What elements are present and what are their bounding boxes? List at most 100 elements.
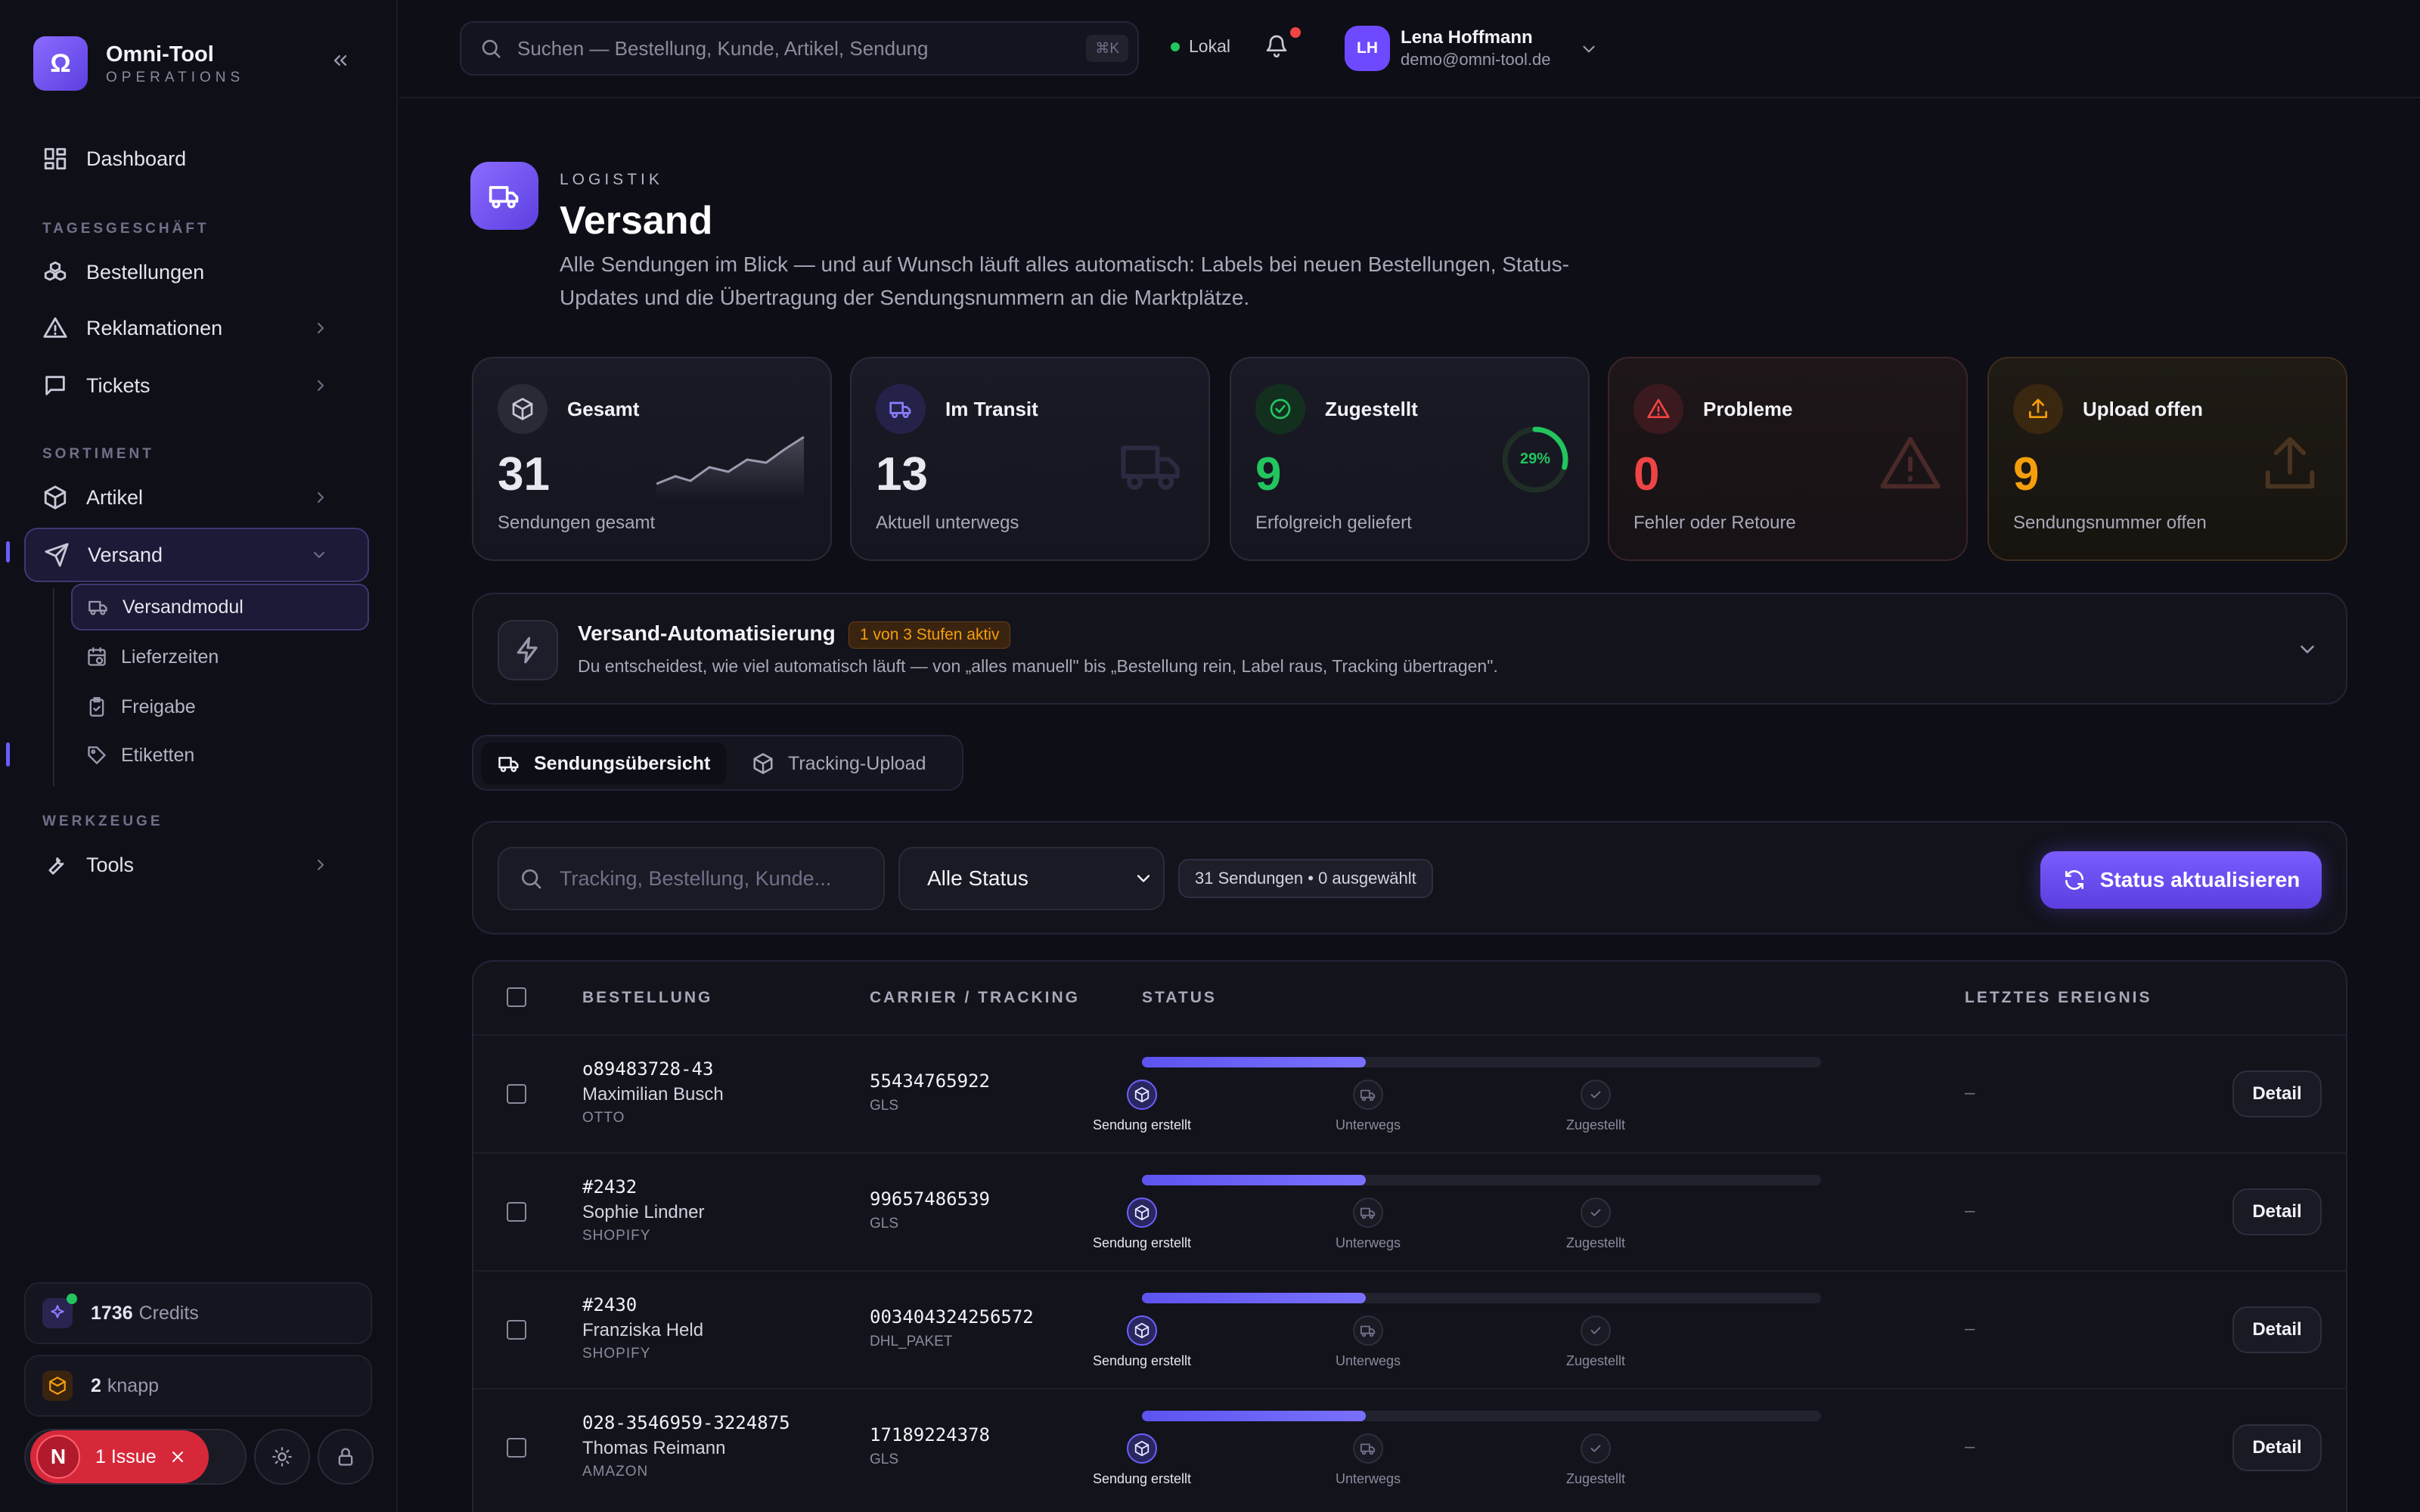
sidebar-item-label: Tools — [86, 853, 135, 876]
close-icon[interactable] — [169, 1448, 187, 1466]
app-logo[interactable]: Ω — [33, 36, 88, 91]
app-subtitle: OPERATIONS — [106, 70, 245, 85]
credits-label: Credits — [138, 1302, 199, 1324]
environment-label: Lokal — [1189, 36, 1230, 56]
issue-badge[interactable]: N 1 Issue — [30, 1430, 209, 1483]
lock-button[interactable] — [318, 1429, 374, 1485]
row-checkbox[interactable] — [507, 1438, 526, 1458]
select-all-checkbox[interactable] — [507, 987, 526, 1007]
step-label: Unterwegs — [1335, 1471, 1401, 1486]
stat-label: Probleme — [1703, 398, 1793, 420]
dashboard-icon — [44, 147, 67, 170]
step-label: Unterwegs — [1335, 1117, 1401, 1132]
collapse-sidebar-icon[interactable] — [330, 50, 351, 71]
detail-button[interactable]: Detail — [2232, 1306, 2322, 1353]
chevron-down-icon — [1583, 45, 1595, 53]
table-row[interactable]: 028-3546959-3224875 Thomas Reimann AMAZO… — [473, 1388, 2346, 1506]
chevron-right-icon — [318, 323, 324, 333]
user-menu-chevron[interactable] — [1579, 39, 1599, 59]
stat-card-transit[interactable]: Im Transit 13 Aktuell unterwegs — [850, 357, 1210, 561]
section-label-assortment: SORTIMENT — [42, 446, 154, 462]
truck-icon — [489, 186, 519, 209]
status-progress-track — [1142, 1293, 1821, 1303]
credits-card[interactable]: 1736 Credits — [24, 1282, 372, 1344]
sidebar-item-dashboard[interactable]: Dashboard — [24, 132, 369, 186]
row-checkbox[interactable] — [507, 1084, 526, 1104]
sidebar-item-label: Tickets — [86, 373, 150, 397]
order-number: o89483728-43 — [582, 1058, 714, 1080]
customer-name: Sophie Lindner — [582, 1202, 705, 1222]
status-select[interactable]: Alle Status — [898, 847, 1165, 910]
step-label: Unterwegs — [1335, 1235, 1401, 1250]
status-progress-fill — [1142, 1411, 1367, 1421]
refresh-label: Status aktualisieren — [2099, 868, 2301, 891]
step-label: Zugestellt — [1565, 1235, 1626, 1250]
detail-button[interactable]: Detail — [2232, 1424, 2322, 1471]
tag-icon — [88, 746, 106, 764]
sidebar-subitem-versandmodul[interactable]: Versandmodul — [71, 584, 369, 631]
stat-card-problems[interactable]: Probleme 0 Fehler oder Retoure — [1608, 357, 1968, 561]
bell-icon — [1266, 35, 1287, 57]
sidebar-item-shipping[interactable]: Versand — [24, 528, 369, 582]
chevron-down-icon[interactable] — [2296, 638, 2319, 661]
stat-card-delivered[interactable]: Zugestellt 9 Erfolgreich geliefert 29% — [1230, 357, 1590, 561]
sidebar-item-label: Reklamationen — [86, 316, 223, 339]
table-row[interactable]: o89483728-43 Maximilian Busch OTTO 55434… — [473, 1034, 2346, 1152]
notifications-button[interactable] — [1264, 33, 1289, 57]
tab-sendungsuebersicht[interactable]: Sendungsübersicht — [481, 742, 728, 785]
page-description: Alle Sendungen im Blick — und auf Wunsch… — [560, 253, 1569, 309]
row-checkbox[interactable] — [507, 1320, 526, 1340]
tracking-number[interactable]: 003404324256572 — [870, 1306, 1034, 1328]
sidebar-item-articles[interactable]: Artikel — [24, 470, 369, 525]
step-label: Sendung erstellt — [1092, 1471, 1192, 1486]
user-name[interactable]: Lena Hoffmann — [1401, 27, 1533, 48]
sidebar-item-tickets[interactable]: Tickets — [24, 358, 369, 413]
active-indicator — [6, 541, 10, 562]
sidebar-subitem-freigabe[interactable]: Freigabe — [71, 683, 369, 730]
table-row[interactable]: #2432 Sophie Lindner SHOPIFY 99657486539… — [473, 1152, 2346, 1270]
carrier-name: GLS — [870, 1216, 899, 1232]
page-eyebrow: LOGISTIK — [560, 171, 663, 188]
stat-value: 9 — [2013, 448, 2040, 500]
row-checkbox[interactable] — [507, 1202, 526, 1222]
table-row[interactable]: #2430 Franziska Held SHOPIFY 00340432425… — [473, 1270, 2346, 1388]
page-title: Versand — [560, 199, 713, 243]
stat-subtitle: Aktuell unterwegs — [876, 513, 1019, 533]
sidebar-subitem-lieferzeiten[interactable]: Lieferzeiten — [71, 634, 369, 680]
user-avatar[interactable]: LH — [1345, 26, 1390, 71]
status-dot — [1171, 42, 1180, 51]
sidebar-item-complaints[interactable]: Reklamationen — [24, 301, 369, 355]
sidebar-item-orders[interactable]: Bestellungen — [24, 245, 369, 299]
top-bar: Suchen — Bestellung, Kunde, Artikel, Sen… — [399, 0, 2420, 98]
stat-value: 0 — [1634, 448, 1660, 500]
shop-name: SHOPIFY — [582, 1346, 651, 1362]
last-event: – — [1965, 1083, 1975, 1103]
shop-name: SHOPIFY — [582, 1228, 651, 1244]
shipment-search-input[interactable]: Tracking, Bestellung, Kunde... — [498, 847, 885, 910]
tracking-number[interactable]: 55434765922 — [870, 1070, 990, 1092]
customer-name: Thomas Reimann — [582, 1438, 726, 1458]
step-in-transit: Unterwegs — [1255, 1198, 1481, 1251]
sun-icon — [272, 1447, 292, 1467]
sparkles-icon — [42, 1294, 77, 1328]
knapp-card[interactable]: 2 knapp — [24, 1355, 372, 1417]
carrier-name: GLS — [870, 1452, 899, 1467]
tab-tracking-upload[interactable]: Tracking-Upload — [735, 742, 942, 785]
send-icon — [45, 543, 69, 567]
truck-icon — [876, 384, 926, 434]
detail-button[interactable]: Detail — [2232, 1188, 2322, 1235]
tracking-number[interactable]: 17189224378 — [870, 1424, 990, 1445]
step-label: Zugestellt — [1565, 1117, 1626, 1132]
detail-button[interactable]: Detail — [2232, 1070, 2322, 1117]
refresh-status-button[interactable]: Status aktualisieren — [2040, 851, 2322, 909]
stat-card-upload[interactable]: Upload offen 9 Sendungsnummer offen — [1987, 357, 2347, 561]
stat-card-total[interactable]: Gesamt 31 Sendungen gesamt — [472, 357, 832, 561]
tracking-number[interactable]: 99657486539 — [870, 1188, 990, 1210]
automation-panel[interactable]: Versand-Automatisierung 1 von 3 Stufen a… — [472, 593, 2347, 705]
knapp-label: knapp — [107, 1374, 160, 1396]
global-search-input[interactable]: Suchen — Bestellung, Kunde, Artikel, Sen… — [460, 21, 1139, 76]
section-label-tools: WERKZEUGE — [42, 813, 163, 829]
theme-toggle-button[interactable] — [254, 1429, 310, 1485]
sidebar-subitem-etiketten[interactable]: Etiketten — [71, 732, 369, 779]
sidebar-item-tools[interactable]: Tools — [24, 838, 369, 892]
